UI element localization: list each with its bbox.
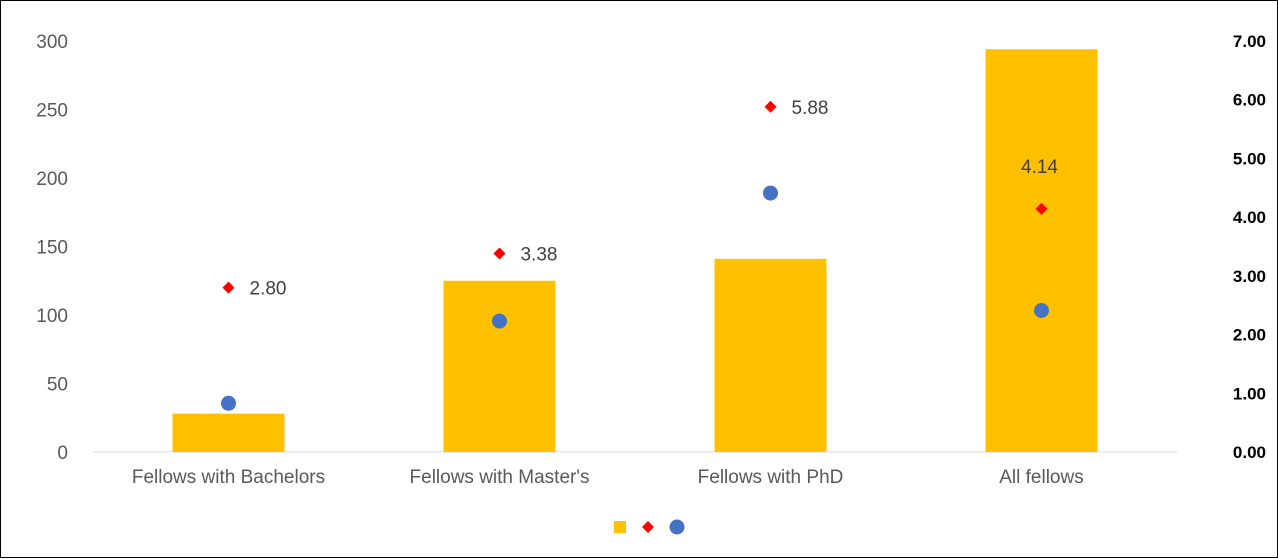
data-label: 3.38: [521, 245, 558, 266]
right-axis: 0.00 1.00 2.00 3.00 4.00 5.00 6.00 7.00: [1233, 32, 1266, 462]
diamond-series: [222, 100, 1048, 294]
diamond-marker: [222, 281, 235, 294]
data-label: 5.88: [792, 98, 829, 119]
left-tick-label: 100: [36, 306, 68, 327]
right-tick-label: 0.00: [1233, 443, 1266, 462]
legend-circle-marker: [669, 519, 685, 535]
legend-diamond-marker: [642, 521, 654, 533]
circle-series: [221, 185, 1049, 411]
diamond-marker: [764, 100, 777, 113]
diamond-marker: [493, 247, 506, 260]
right-tick-label: 1.00: [1233, 384, 1266, 403]
right-tick-label: 2.00: [1233, 326, 1266, 345]
legend-square-marker: [614, 521, 626, 533]
legend: [614, 519, 685, 535]
right-tick-label: 6.00: [1233, 91, 1266, 110]
bar: [985, 49, 1098, 452]
bar-series: [172, 49, 1098, 452]
circle-marker: [1034, 302, 1049, 318]
left-tick-label: 0: [57, 443, 68, 464]
category-label: All fellows: [999, 467, 1083, 488]
left-tick-label: 200: [36, 169, 68, 190]
right-tick-label: 5.00: [1233, 149, 1266, 168]
circle-marker: [221, 395, 236, 411]
left-tick-label: 150: [36, 238, 68, 259]
data-label: 2.80: [250, 279, 287, 300]
right-tick-label: 7.00: [1233, 32, 1266, 51]
left-tick-label: 50: [47, 375, 68, 396]
right-tick-label: 4.00: [1233, 208, 1266, 227]
x-axis: Fellows with Bachelors Fellows with Maste…: [132, 467, 1084, 488]
category-label: Fellows with Bachelors: [132, 467, 325, 488]
diamond-marker: [1035, 202, 1048, 215]
left-axis: 0 50 100 150 200 250 300: [36, 32, 68, 464]
category-label: Fellows with Master's: [410, 467, 590, 488]
left-tick-label: 250: [36, 101, 68, 122]
data-labels: 2.80 3.38 5.88 4.14: [250, 98, 1059, 300]
bar: [443, 280, 556, 452]
right-tick-label: 3.00: [1233, 267, 1266, 286]
bar: [172, 413, 285, 452]
data-label: 4.14: [1021, 157, 1058, 178]
circle-marker: [763, 185, 778, 201]
circle-marker: [492, 313, 507, 329]
category-label: Fellows with PhD: [698, 467, 844, 488]
bar: [714, 258, 827, 452]
left-tick-label: 300: [36, 32, 68, 53]
